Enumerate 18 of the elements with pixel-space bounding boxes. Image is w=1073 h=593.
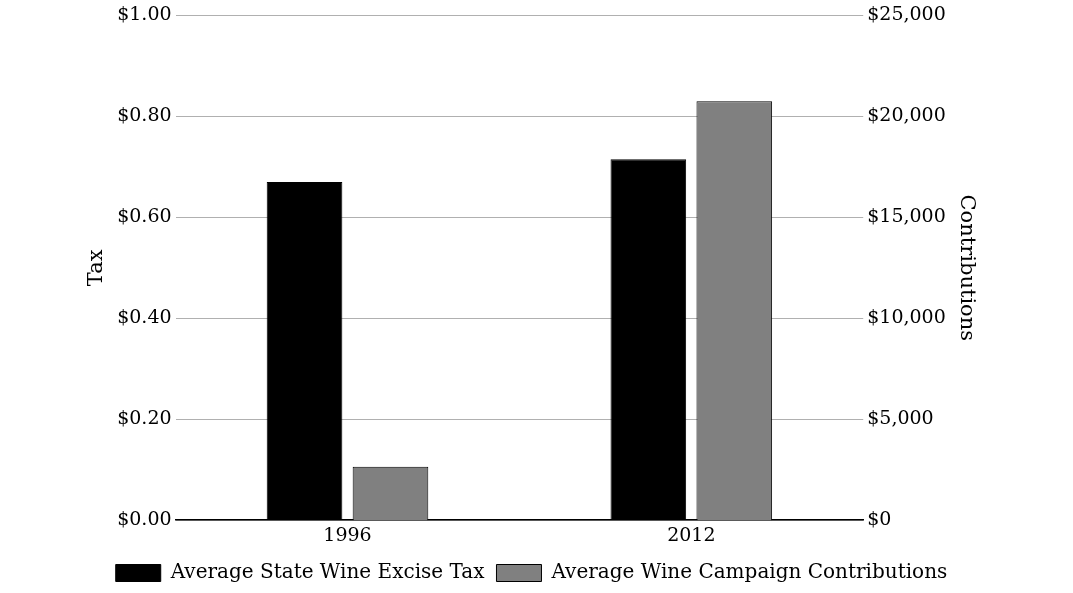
y2-tick-label: $5,000	[867, 406, 934, 429]
y-tick-label: $0.40	[117, 305, 172, 328]
y2-tick-label: $20,000	[867, 103, 946, 126]
y2-axis-title: Contributions	[955, 194, 980, 342]
legend-label: Average State Wine Excise Tax	[169, 559, 486, 584]
y-tick-label: $0.20	[117, 406, 172, 429]
y2-tick-label: $25,000	[867, 2, 946, 25]
x-tick-label: 1996	[323, 522, 372, 545]
y-tick-label: $1.00	[117, 2, 172, 25]
y-tick-label: $0.60	[117, 204, 172, 227]
y2-tick-label: $10,000	[867, 305, 946, 328]
y-tick-label: $0.80	[117, 103, 172, 126]
legend-label: Average Wine Campaign Contributions	[550, 559, 948, 584]
x-tick-label: 2012	[667, 522, 716, 545]
y-tick-label: $0.00	[117, 507, 172, 530]
y2-tick-label: $15,000	[867, 204, 946, 227]
y-axis-title: Tax	[83, 249, 108, 287]
y2-tick-label: $0	[867, 507, 892, 530]
